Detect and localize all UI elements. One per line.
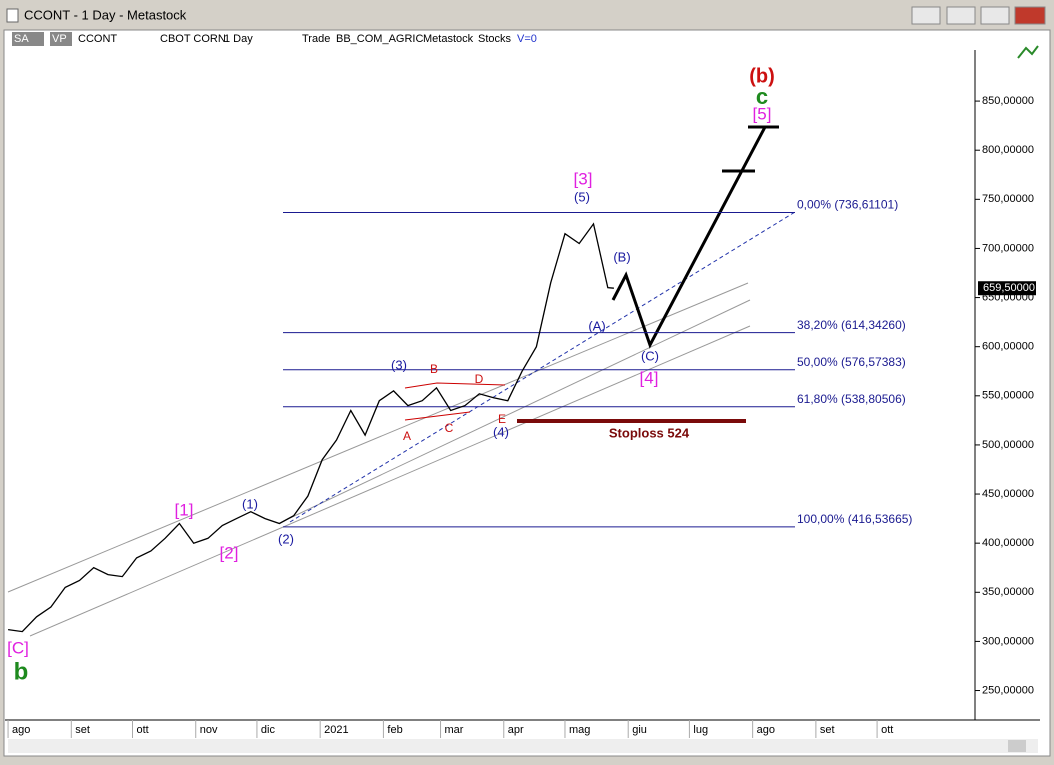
triangle-upper — [404, 382, 506, 389]
wave-label: A — [403, 429, 411, 443]
fib-label: 50,00% (576,57383) — [797, 355, 906, 369]
x-tick-label: lug — [693, 724, 708, 736]
y-tick-label: 250,00000 — [982, 684, 1034, 696]
toolbar-button[interactable] — [50, 32, 72, 46]
x-tick-label: nov — [200, 724, 218, 736]
x-tick-label: set — [820, 724, 835, 736]
wave-label: c — [756, 84, 768, 109]
y-tick-label: 800,00000 — [982, 144, 1034, 156]
wave-label: [4] — [640, 368, 659, 387]
wave-label: C — [445, 421, 454, 435]
wave-label: [3] — [574, 169, 593, 188]
x-tick-label: apr — [508, 724, 524, 736]
y-tick-label: 350,00000 — [982, 586, 1034, 598]
x-tick-label: ott — [881, 724, 893, 736]
x-tick-label: mar — [445, 724, 464, 736]
y-tick-label: 400,00000 — [982, 537, 1034, 549]
x-tick-label: ott — [136, 724, 148, 736]
channel-lines — [7, 282, 751, 637]
wave-label: D — [475, 372, 484, 386]
minimize-button[interactable] — [946, 6, 976, 25]
scroll-thumb[interactable] — [1008, 740, 1026, 752]
x-tick-label: feb — [387, 724, 402, 736]
toolbar-item: CCONT — [78, 33, 117, 45]
wave-label: (A) — [588, 318, 605, 333]
wave-label: [C] — [7, 638, 29, 657]
y-tick-label: 700,00000 — [982, 242, 1034, 254]
window-icon — [6, 8, 19, 23]
wave-label: (B) — [613, 249, 630, 264]
x-tick-label: dic — [261, 724, 276, 736]
toolbar-item: Stocks — [478, 33, 512, 45]
maximize-button[interactable] — [980, 6, 1010, 25]
wave-label: [5] — [753, 104, 772, 123]
toolbar-item: SA — [14, 33, 29, 45]
y-tick-label: 300,00000 — [982, 635, 1034, 647]
toolbar-item: BB_COM_AGRIC — [336, 33, 423, 45]
x-tick-label: ago — [757, 724, 775, 736]
wave-label: [1] — [175, 500, 194, 519]
wave-label: b — [14, 658, 29, 685]
y-tick-label: 550,00000 — [982, 390, 1034, 402]
last-price-label: 659,50000 — [983, 282, 1035, 294]
x-tick-label: set — [75, 724, 90, 736]
fib-label: 38,20% (614,34260) — [797, 318, 906, 332]
fib-label: 100,00% (416,53665) — [797, 512, 912, 526]
toolbar-item: VP — [52, 33, 67, 45]
wave-label: B — [430, 362, 438, 376]
wave-label: (3) — [391, 357, 407, 372]
y-tick-label: 450,00000 — [982, 488, 1034, 500]
title-bar — [2, 4, 1052, 28]
wave-label: (5) — [574, 189, 590, 204]
wave-label: (C) — [641, 348, 659, 363]
projection — [611, 125, 779, 349]
y-tick-label: 850,00000 — [982, 95, 1034, 107]
window-buttons — [911, 6, 1046, 25]
x-tick-label: 2021 — [324, 724, 348, 736]
close-button[interactable] — [1014, 6, 1046, 25]
toolbar-item: Metastock — [423, 33, 474, 45]
toolbar-item: V=0 — [517, 33, 537, 45]
wave-label: Stoploss 524 — [609, 425, 690, 440]
triangle-lower — [404, 411, 471, 421]
wave-label: (2) — [278, 531, 294, 546]
wave-label: [2] — [220, 543, 239, 562]
toolbar-item: 1 Day — [224, 33, 253, 45]
trend-line — [289, 211, 796, 523]
y-tick-label: 600,00000 — [982, 341, 1034, 353]
toolbar-item: Trade — [302, 33, 330, 45]
y-tick-label: 750,00000 — [982, 193, 1034, 205]
toolbar-item: CBOT CORN — [160, 33, 226, 45]
button[interactable] — [911, 6, 941, 25]
fib-label: 0,00% (736,61101) — [797, 198, 898, 212]
x-tick-label: giu — [632, 724, 647, 736]
wave-label: (b) — [749, 65, 775, 87]
toolbar-button[interactable] — [12, 32, 44, 46]
chart-pane — [3, 29, 1051, 757]
window-title: CCONT - 1 Day - Metastock — [24, 7, 187, 22]
fib-label: 61,80% (538,80506) — [797, 392, 906, 406]
wave-label: (4) — [493, 424, 509, 439]
x-tick-label: ago — [12, 724, 30, 736]
wave-label: (1) — [242, 496, 258, 511]
x-tick-label: mag — [569, 724, 590, 736]
wave-label: E — [498, 412, 506, 426]
tool-icon[interactable] — [1017, 45, 1039, 59]
scrollbar[interactable] — [8, 739, 1038, 753]
price-line — [8, 222, 614, 633]
last-price-box — [978, 281, 1036, 296]
y-tick-label: 500,00000 — [982, 439, 1034, 451]
